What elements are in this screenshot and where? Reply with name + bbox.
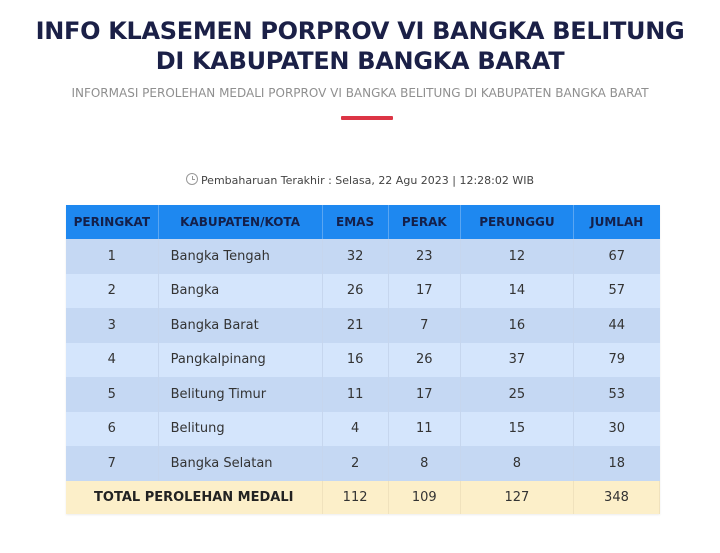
gold-cell: 21 <box>322 308 389 343</box>
total-cell: 67 <box>573 239 660 274</box>
page-title: INFO KLASEMEN PORPROV VI BANGKA BELITUNG… <box>0 16 720 76</box>
table-header-row: PERINGKAT KABUPATEN/KOTA EMAS PERAK PERU… <box>66 205 660 239</box>
region-cell: Bangka Barat <box>158 308 323 343</box>
table-row: 7 Bangka Selatan 2 8 8 18 <box>66 446 660 481</box>
table-row: 1 Bangka Tengah 32 23 12 67 <box>66 239 660 274</box>
title-line-1: INFO KLASEMEN PORPROV VI BANGKA BELITUNG <box>35 17 685 45</box>
silver-cell: 7 <box>388 308 461 343</box>
total-all-cell: 348 <box>573 480 661 514</box>
rank-cell: 6 <box>66 411 159 446</box>
total-label: TOTAL PEROLEHAN MEDALI <box>66 480 323 514</box>
accent-divider <box>341 116 393 120</box>
bronze-cell: 14 <box>460 273 574 308</box>
last-updated-text: Pembaharuan Terakhir : Selasa, 22 Agu 20… <box>200 174 535 187</box>
gold-cell: 11 <box>322 377 389 412</box>
region-cell: Bangka Tengah <box>158 239 323 274</box>
bronze-cell: 8 <box>460 446 574 481</box>
table-row: 2 Bangka 26 17 14 57 <box>66 273 660 308</box>
rank-cell: 5 <box>66 377 159 412</box>
region-cell: Belitung <box>158 411 323 446</box>
total-cell: 53 <box>573 377 660 412</box>
silver-cell: 11 <box>388 411 461 446</box>
rank-cell: 4 <box>66 342 159 377</box>
region-cell: Pangkalpinang <box>158 342 323 377</box>
total-row: TOTAL PEROLEHAN MEDALI 112 109 127 348 <box>66 480 661 514</box>
total-cell: 79 <box>573 342 660 377</box>
total-cell: 44 <box>573 308 660 343</box>
region-cell: Bangka <box>158 273 323 308</box>
rank-cell: 1 <box>66 239 159 274</box>
total-cell: 18 <box>573 446 660 481</box>
silver-cell: 17 <box>388 273 461 308</box>
rank-cell: 3 <box>66 308 159 343</box>
col-header-bronze: PERUNGGU <box>460 205 574 239</box>
clock-icon <box>185 173 198 185</box>
silver-cell: 23 <box>388 239 461 274</box>
total-gold-cell: 112 <box>322 480 389 514</box>
last-updated: Pembaharuan Terakhir : Selasa, 22 Agu 20… <box>0 173 720 187</box>
bronze-cell: 25 <box>460 377 574 412</box>
total-bronze-cell: 127 <box>460 480 574 514</box>
silver-cell: 26 <box>388 342 461 377</box>
total-silver-cell: 109 <box>388 480 461 514</box>
gold-cell: 2 <box>322 446 389 481</box>
rank-cell: 7 <box>66 446 159 481</box>
bronze-cell: 12 <box>460 239 574 274</box>
col-header-gold: EMAS <box>322 205 389 239</box>
total-cell: 57 <box>573 273 660 308</box>
page-subtitle: INFORMASI PEROLEHAN MEDALI PORPROV VI BA… <box>71 86 649 100</box>
col-header-total: JUMLAH <box>573 205 660 239</box>
bronze-cell: 16 <box>460 308 574 343</box>
gold-cell: 16 <box>322 342 389 377</box>
medal-standings-table: PERINGKAT KABUPATEN/KOTA EMAS PERAK PERU… <box>66 205 661 514</box>
rank-cell: 2 <box>66 273 159 308</box>
table-row: 5 Belitung Timur 11 17 25 53 <box>66 377 660 412</box>
table-row: 3 Bangka Barat 21 7 16 44 <box>66 308 660 343</box>
bronze-cell: 15 <box>460 411 574 446</box>
silver-cell: 17 <box>388 377 461 412</box>
region-cell: Bangka Selatan <box>158 446 323 481</box>
gold-cell: 26 <box>322 273 389 308</box>
col-header-silver: PERAK <box>388 205 461 239</box>
gold-cell: 4 <box>322 411 389 446</box>
bronze-cell: 37 <box>460 342 574 377</box>
col-header-rank: PERINGKAT <box>66 205 159 239</box>
table-row: 6 Belitung 4 11 15 30 <box>66 411 660 446</box>
silver-cell: 8 <box>388 446 461 481</box>
gold-cell: 32 <box>322 239 389 274</box>
region-cell: Belitung Timur <box>158 377 323 412</box>
title-line-2: DI KABUPATEN BANGKA BARAT <box>155 47 565 75</box>
col-header-region: KABUPATEN/KOTA <box>158 205 323 239</box>
total-cell: 30 <box>573 411 660 446</box>
table-row: 4 Pangkalpinang 16 26 37 79 <box>66 342 660 377</box>
